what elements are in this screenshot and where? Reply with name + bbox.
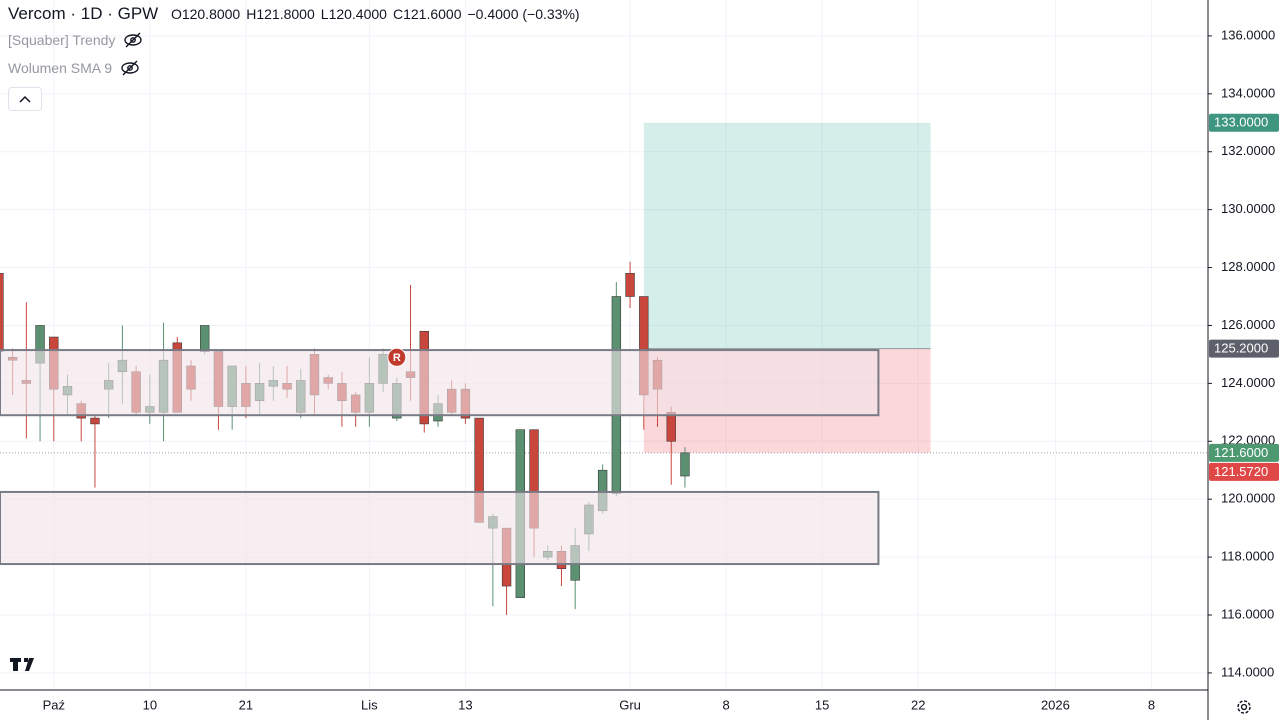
price-label (1209, 462, 1279, 481)
y-tick-label: 118.0000 (1221, 549, 1274, 564)
x-tick-label: 8 (1148, 697, 1155, 712)
ohlc-text: 120.4000 (328, 6, 387, 22)
zone (0, 490, 880, 566)
collapse-button[interactable] (8, 87, 42, 111)
indicator[interactable]: [Squaber] Trendy (8, 32, 143, 48)
eye-off-icon[interactable] (120, 60, 140, 76)
header: Vercom · 1D · GPW O120.8000 H121.8000 L120… (8, 4, 580, 23)
marker (387, 347, 407, 367)
price-label-text: 133.0000 (1214, 115, 1268, 130)
ohlc-text: C (392, 6, 404, 22)
symbol: Vercom (8, 4, 66, 23)
candle-body (680, 452, 690, 477)
logo-shape (10, 658, 34, 671)
x-tick-label: 15 (815, 697, 829, 712)
gear-hole (1240, 703, 1248, 711)
zone (0, 349, 880, 417)
ohlc-text: 120.8000 (181, 6, 241, 22)
ohlc-text: H (246, 6, 257, 22)
ohlc: O120.8000 H121.8000 L120.4000 C121.6000 −0.4… (171, 6, 580, 22)
ohlc-text: L (320, 6, 329, 22)
y-tick-label: 116.0000 (1221, 606, 1274, 621)
candle-body (90, 417, 100, 425)
y-tick-label: 132.0000 (1221, 143, 1275, 158)
price-label (1209, 339, 1279, 358)
y-tick-label: 114.0000 (1221, 664, 1274, 679)
x-tick-label: 8 (723, 697, 730, 712)
price-label (1209, 443, 1279, 462)
position-target (643, 122, 931, 349)
indicator-name: [Squaber] Trendy (8, 32, 116, 48)
y-tick-label: 136.0000 (1221, 27, 1275, 42)
price-label-text: 125.2000 (1214, 341, 1268, 356)
ohlc-text: 121.8000 (256, 6, 315, 22)
candle-body (625, 273, 635, 297)
y-tick-label: 128.0000 (1221, 259, 1275, 274)
indicator[interactable]: Wolumen SMA 9 (8, 60, 140, 76)
settings-gear[interactable] (1237, 700, 1251, 714)
y-tick-label: 130.0000 (1221, 201, 1275, 216)
x-tick-label: 13 (458, 697, 472, 712)
change: −0.4000 (−0.33%) (467, 6, 580, 22)
ohlc-text: O (170, 6, 182, 22)
x-tick-label: 22 (911, 697, 925, 712)
price-label (1209, 113, 1279, 132)
exchange: GPW (117, 4, 159, 23)
interval: 1D (80, 4, 103, 23)
x-tick-label: Gru (619, 697, 641, 712)
x-tick-label: 21 (239, 697, 253, 712)
x-tick-label: Paź (43, 697, 65, 712)
candle-body (666, 412, 676, 442)
price-label-text: 121.6000 (1214, 445, 1268, 460)
tv-logo (10, 658, 34, 671)
ohlc-text: 121.6000 (403, 6, 462, 22)
x-tick-label: 2026 (1041, 697, 1070, 712)
chevron-up (19, 95, 31, 103)
price-label-text: 121.5720 (1214, 464, 1268, 479)
indicator-name: Wolumen SMA 9 (8, 60, 113, 76)
x-tick-label: Lis (361, 697, 378, 712)
marker-label: R (393, 352, 401, 364)
candle-body (200, 325, 210, 352)
x-tick-label: 10 (143, 697, 157, 712)
y-tick-label: 124.0000 (1221, 375, 1275, 390)
y-tick-label: 126.0000 (1221, 317, 1275, 332)
gear-ring (1237, 700, 1251, 714)
y-tick-label: 120.0000 (1221, 491, 1275, 506)
y-tick-label: 134.0000 (1221, 85, 1275, 100)
eye-off-icon[interactable] (123, 32, 143, 48)
candle-body (0, 273, 4, 352)
